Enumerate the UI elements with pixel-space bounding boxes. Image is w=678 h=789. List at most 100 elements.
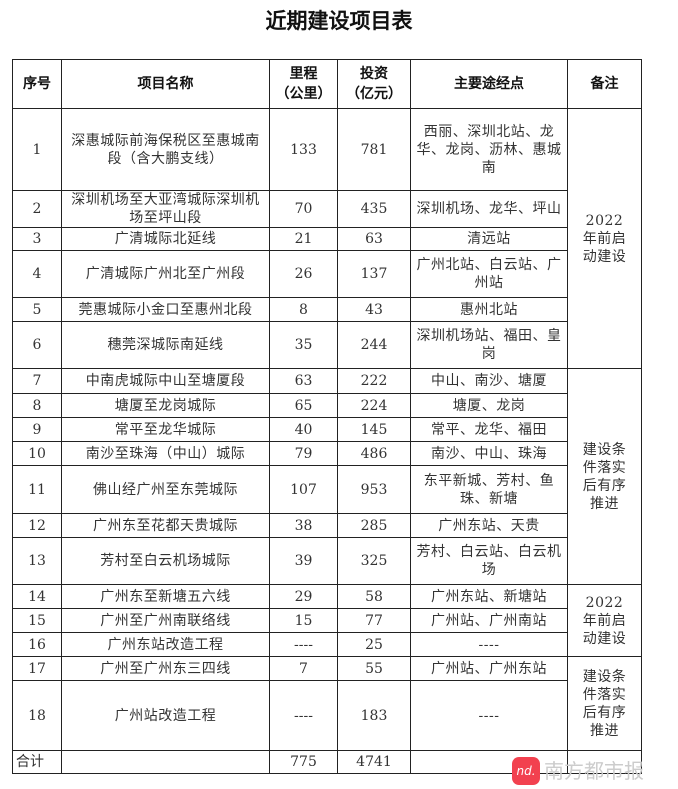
table-row: 5 莞惠城际小金口至惠州北段 8 43 惠州北站 — [12, 297, 642, 322]
total-row: 合计 775 4741 — [12, 750, 642, 774]
mileage: 65 — [269, 393, 338, 418]
project-name: 塘厦至龙岗城际 — [61, 393, 270, 418]
investment: 183 — [337, 680, 411, 751]
table-row: 8 塘厦至龙岗城际 65 224 塘厦、龙岗 — [12, 393, 642, 418]
project-name: 广清城际广州北至广州段 — [61, 250, 270, 298]
row-number: 15 — [12, 608, 62, 633]
row-number: 12 — [12, 513, 62, 538]
route-stops: 东平新城、芳村、鱼珠、新塘 — [410, 465, 568, 514]
investment: 285 — [337, 513, 411, 538]
column-header: 项目名称 — [61, 59, 270, 109]
table-row: 13 芳村至白云机场城际 39 325 芳村、白云站、白云机场 — [12, 537, 642, 585]
row-number: 8 — [12, 393, 62, 418]
route-stops: 广州北站、白云站、广州站 — [410, 250, 568, 298]
investment: 486 — [337, 441, 411, 466]
table-row: 11 佛山经广州至东莞城际 107 953 东平新城、芳村、鱼珠、新塘 — [12, 465, 642, 514]
column-header: 序号 — [12, 59, 62, 109]
row-number: 14 — [12, 584, 62, 609]
remark: 2022 年前启动建设 — [567, 108, 642, 369]
investment: 63 — [337, 227, 411, 251]
table-row: 2 深圳机场至大亚湾城际深圳机场至坪山段 70 435 深圳机场、龙华、坪山 — [12, 190, 642, 228]
row-number: 2 — [12, 190, 62, 228]
row-number: 5 — [12, 297, 62, 322]
mileage: 26 — [269, 250, 338, 298]
route-stops: 常平、龙华、福田 — [410, 417, 568, 442]
column-header: 备注 — [567, 59, 642, 109]
row-number: 4 — [12, 250, 62, 298]
mileage: ---- — [269, 632, 338, 657]
table-row: 14 广州东至新塘五六线 29 58 广州东站、新塘站 2022 年前启动建设 — [12, 584, 642, 657]
row-number: 9 — [12, 417, 62, 442]
mileage: 15 — [269, 608, 338, 633]
empty-cell — [61, 750, 270, 774]
newspaper-logo: nd. — [512, 757, 540, 785]
projects-table: 序号 项目名称 里程 （公里） 投资 （亿元） 主要途经点 备注 1 深惠城际前海保税区至惠… — [12, 59, 642, 774]
row-number: 13 — [12, 537, 62, 585]
table-row: 4 广清城际广州北至广州段 26 137 广州北站、白云站、广州站 — [12, 250, 642, 298]
mileage: 107 — [269, 465, 338, 514]
route-stops: 塘厦、龙岗 — [410, 393, 568, 418]
watermark: nd. 南方都市报 — [512, 757, 644, 785]
row-number: 1 — [12, 108, 62, 191]
project-name: 莞惠城际小金口至惠州北段 — [61, 297, 270, 322]
investment: 435 — [337, 190, 411, 228]
investment: 325 — [337, 537, 411, 585]
project-name: 深惠城际前海保税区至惠城南段（含大鹏支线） — [61, 108, 270, 191]
column-header: 主要途经点 — [410, 59, 568, 109]
header-row: 序号 项目名称 里程 （公里） 投资 （亿元） 主要途经点 备注 — [12, 59, 642, 109]
table-row: 3 广清城际北延线 21 63 清远站 — [12, 227, 642, 251]
table-row: 17 广州至广州东三四线 7 55 广州站、广州东站 建设条件落实后有序推进 — [12, 656, 642, 751]
investment: 77 — [337, 608, 411, 633]
investment: 43 — [337, 297, 411, 322]
investment: 224 — [337, 393, 411, 418]
investment: 58 — [337, 584, 411, 609]
row-number: 10 — [12, 441, 62, 466]
row-number: 17 — [12, 656, 62, 681]
row-number: 16 — [12, 632, 62, 657]
table-row: 16 广州东站改造工程 ---- 25 ---- — [12, 632, 642, 657]
remark: 建设条件落实后有序推进 — [567, 368, 642, 585]
route-stops: ---- — [410, 632, 568, 657]
project-name: 广州站改造工程 — [61, 680, 270, 751]
total-label: 合计 — [12, 750, 62, 774]
remark: 2022 年前启动建设 — [567, 584, 642, 657]
project-name: 广州至广州东三四线 — [61, 656, 270, 681]
route-stops: ---- — [410, 680, 568, 751]
route-stops: 深圳机场、龙华、坪山 — [410, 190, 568, 228]
project-name: 广州东至新塘五六线 — [61, 584, 270, 609]
remark: 建设条件落实后有序推进 — [567, 656, 642, 751]
project-name: 广州至广州南联络线 — [61, 608, 270, 633]
mileage: 38 — [269, 513, 338, 538]
mileage: 35 — [269, 321, 338, 369]
mileage: 40 — [269, 417, 338, 442]
table-row: 10 南沙至珠海（中山）城际 79 486 南沙、中山、珠海 — [12, 441, 642, 466]
project-name: 中南虎城际中山至塘厦段 — [61, 368, 270, 394]
table-row: 1 深惠城际前海保税区至惠城南段（含大鹏支线） 133 781 西丽、深圳北站、龙华、龙… — [12, 108, 642, 369]
table-row: 7 中南虎城际中山至塘厦段 63 222 中山、南沙、塘厦 建设条件落实后有序推进 — [12, 368, 642, 585]
project-name: 南沙至珠海（中山）城际 — [61, 441, 270, 466]
route-stops: 南沙、中山、珠海 — [410, 441, 568, 466]
project-name: 常平至龙华城际 — [61, 417, 270, 442]
column-header: 投资 （亿元） — [337, 59, 411, 109]
table-row: 6 穗莞深城际南延线 35 244 深圳机场站、福田、皇岗 — [12, 321, 642, 369]
column-header: 里程 （公里） — [269, 59, 338, 109]
empty-cell — [567, 750, 642, 774]
mileage: 70 — [269, 190, 338, 228]
route-stops: 深圳机场站、福田、皇岗 — [410, 321, 568, 369]
watermark-text: 南方都市报 — [544, 759, 644, 783]
mileage: 21 — [269, 227, 338, 251]
project-name: 穗莞深城际南延线 — [61, 321, 270, 369]
project-name: 深圳机场至大亚湾城际深圳机场至坪山段 — [61, 190, 270, 228]
table-row: 9 常平至龙华城际 40 145 常平、龙华、福田 — [12, 417, 642, 442]
project-name: 芳村至白云机场城际 — [61, 537, 270, 585]
route-stops: 西丽、深圳北站、龙华、龙岗、沥林、惠城南 — [410, 108, 568, 191]
total-mileage: 775 — [269, 750, 338, 774]
investment: 222 — [337, 368, 411, 394]
route-stops: 广州东站、天贵 — [410, 513, 568, 538]
route-stops: 惠州北站 — [410, 297, 568, 322]
row-number: 3 — [12, 227, 62, 251]
route-stops: 清远站 — [410, 227, 568, 251]
row-number: 7 — [12, 368, 62, 394]
project-name: 广州东至花都天贵城际 — [61, 513, 270, 538]
mileage: 29 — [269, 584, 338, 609]
